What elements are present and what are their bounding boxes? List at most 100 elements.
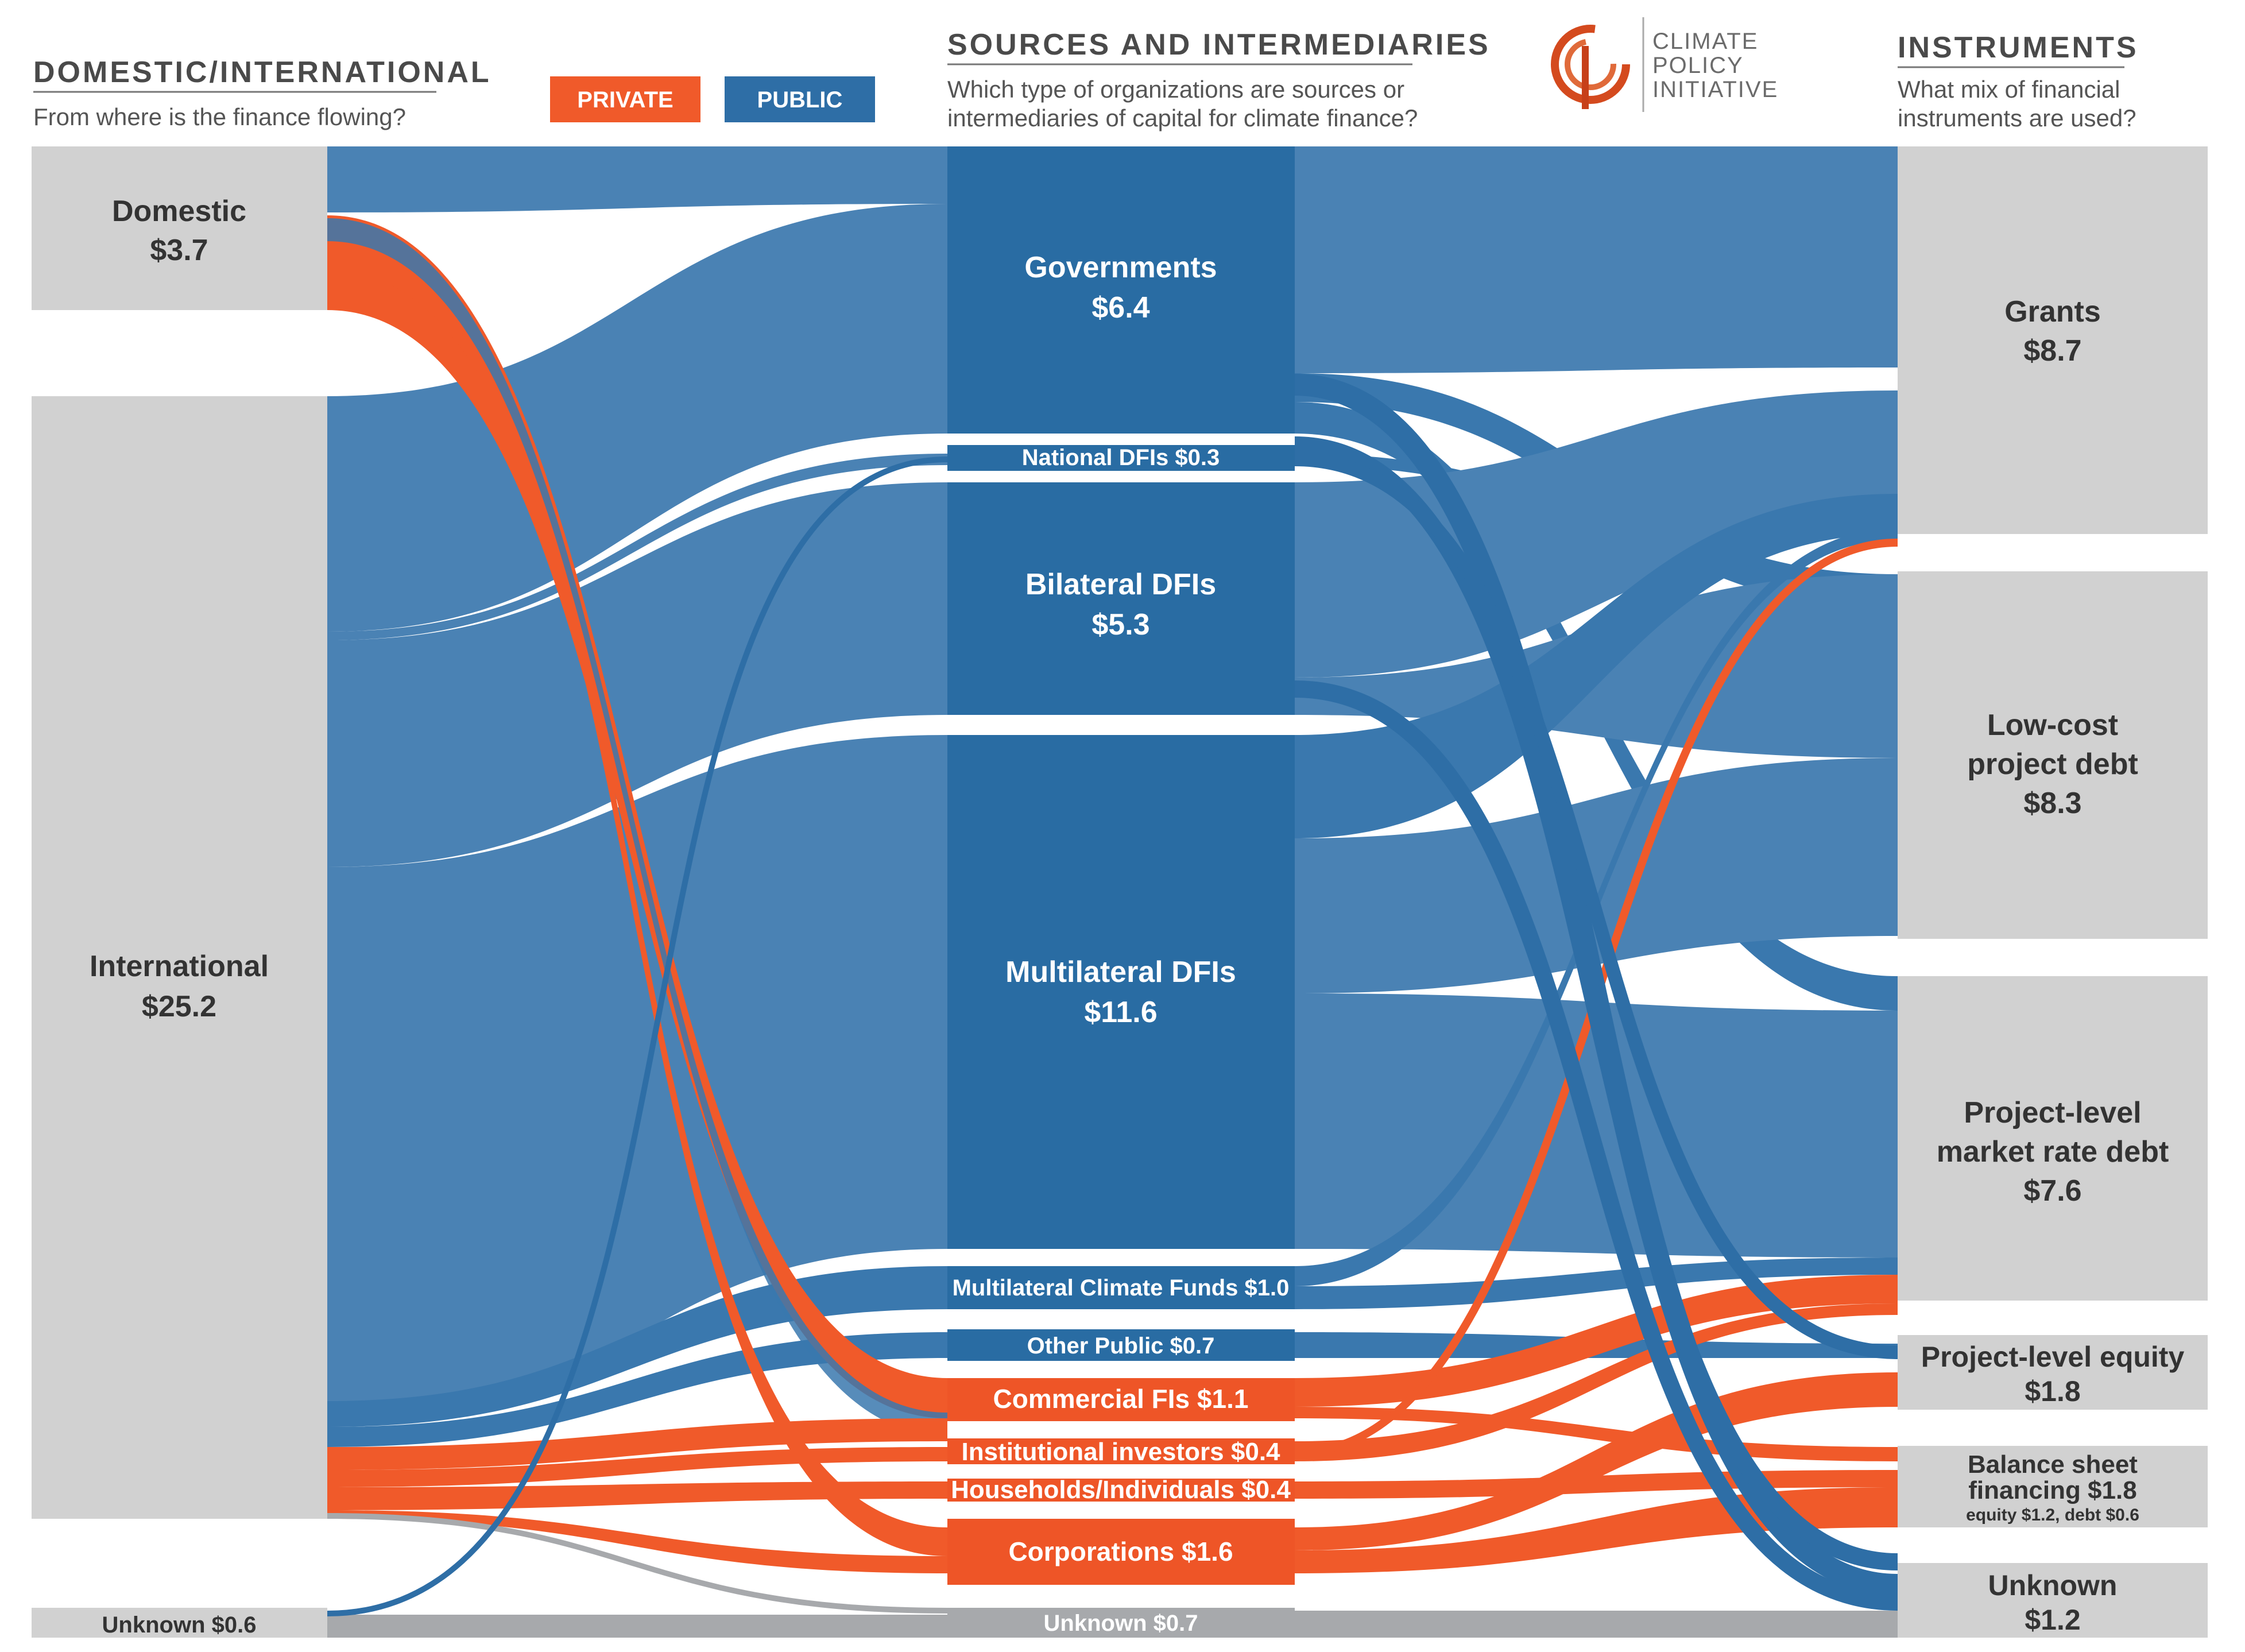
- node-grants: [1898, 146, 2208, 534]
- node-institutional-investors: [947, 1438, 1295, 1464]
- flow-unknown-national-dfis: [327, 456, 948, 1616]
- node-instrument-unknown-name: Unknown: [1988, 1569, 2118, 1601]
- node-governments-name: Governments: [1024, 251, 1217, 284]
- node-market-line1: Project-level: [1964, 1096, 2141, 1129]
- flow-domestic-commercial-fis: [327, 215, 947, 1418]
- flow-multilateral-grants: [1295, 494, 1898, 838]
- node-governments-value: $6.4: [1091, 291, 1149, 324]
- legend-private-label: PRIVATE: [577, 87, 673, 113]
- intermediary-nodes: Governments $6.4 National DFIs $0.3 Bila…: [947, 146, 1295, 1638]
- node-corporations-label: Corporations $1.6: [1008, 1537, 1233, 1566]
- node-commercial-fis: [947, 1378, 1295, 1421]
- node-other-public-label: Other Public $0.7: [1027, 1333, 1215, 1359]
- flow-multilateral-lowcost: [1295, 758, 1898, 993]
- header-col2: SOURCES AND INTERMEDIARIES Which type of…: [947, 28, 1491, 131]
- node-equity-name: Project-level equity: [1921, 1341, 2185, 1373]
- node-intermediary-unknown-label: Unknown $0.7: [1044, 1611, 1198, 1636]
- node-bilateral-dfis: [947, 482, 1295, 715]
- node-equity: [1898, 1335, 2208, 1410]
- node-bilateral-dfis-name: Bilateral DFIs: [1025, 568, 1216, 601]
- node-lowcost-line2: project debt: [1967, 748, 2138, 781]
- node-intermediary-unknown: [947, 1608, 1295, 1638]
- node-national-dfis-label: National DFIs $0.3: [1022, 445, 1220, 470]
- node-lowcost-value: $8.3: [2023, 787, 2081, 820]
- instrument-nodes: Grants $8.7 Low-cost project debt $8.3 P…: [1898, 146, 2208, 1638]
- node-mcf-label: Multilateral Climate Funds $1.0: [953, 1275, 1290, 1301]
- flow-intl-institutional: [327, 1447, 947, 1487]
- flow-unknown-instrument-unknown: [1295, 1611, 1898, 1638]
- col2-title: SOURCES AND INTERMEDIARIES: [947, 28, 1491, 61]
- flows-intermediary-to-instrument: [1294, 146, 1898, 1638]
- node-lowcost-debt: [1898, 571, 2208, 939]
- col3-subtitle-line2: instruments are used?: [1898, 105, 2136, 131]
- node-multilateral-dfis: [947, 735, 1295, 1249]
- node-multilateral-dfis-name: Multilateral DFIs: [1005, 955, 1236, 989]
- legend-private-swatch: [550, 76, 700, 122]
- flow-intl-national-dfis: [327, 454, 947, 640]
- legend-public-swatch: [725, 76, 875, 122]
- flow-unknown-unknown: [327, 1615, 947, 1638]
- node-balance-line2: financing $1.8: [1968, 1476, 2136, 1504]
- node-grants-name: Grants: [2004, 295, 2101, 328]
- header-col1: DOMESTIC/INTERNATIONAL From where is the…: [33, 56, 491, 130]
- legend: PRIVATE PUBLIC: [550, 76, 875, 122]
- node-domestic: [32, 146, 327, 310]
- node-grants-value: $8.7: [2023, 334, 2081, 367]
- flow-intl-governments: [327, 204, 947, 632]
- flow-commercial-balance: [1295, 1407, 1898, 1461]
- node-multilateral-climate-funds: [947, 1266, 1295, 1309]
- node-institutional-label: Institutional investors $0.4: [961, 1438, 1280, 1466]
- node-households: [947, 1479, 1295, 1502]
- flows-origin-to-intermediary: [327, 146, 948, 1638]
- col3-title: INSTRUMENTS: [1898, 31, 2139, 64]
- flow-bilateral-grants: [1295, 390, 1898, 678]
- node-instrument-unknown-value: $1.2: [2025, 1604, 2080, 1636]
- node-international: [32, 396, 327, 1519]
- flow-intl-corporations: [327, 1510, 947, 1573]
- node-corporations: [947, 1519, 1295, 1585]
- col1-subtitle: From where is the finance flowing?: [33, 103, 406, 130]
- node-bilateral-dfis-value: $5.3: [1091, 608, 1149, 641]
- cpi-logo-icon: [1551, 25, 1630, 109]
- flow-commercial-market: [1295, 1275, 1898, 1407]
- flow-corporations-balance: [1295, 1487, 1898, 1573]
- flow-governments-grants: [1295, 146, 1898, 373]
- node-balance-line3: equity $1.2, debt $0.6: [1966, 1506, 2139, 1525]
- node-instrument-unknown: [1898, 1563, 2208, 1638]
- node-origin-unknown-label: Unknown $0.6: [102, 1612, 257, 1638]
- cpi-logo: CLIMATE POLICY INITIATIVE: [1551, 17, 1777, 112]
- node-domestic-name: Domestic: [112, 195, 246, 228]
- node-national-dfis: [947, 445, 1295, 471]
- node-international-value: $25.2: [142, 990, 216, 1023]
- node-domestic-value: $3.7: [150, 234, 208, 267]
- origin-nodes: Domestic $3.7 International $25.2 Unknow…: [32, 146, 327, 1638]
- flow-domestic-governments: [327, 146, 947, 212]
- node-market-line2: market rate debt: [1937, 1135, 2169, 1169]
- flow-institutional-market: [1295, 1303, 1898, 1461]
- node-commercial-fis-label: Commercial FIs $1.1: [993, 1384, 1249, 1414]
- node-households-label: Households/Individuals $0.4: [951, 1476, 1291, 1504]
- col1-title: DOMESTIC/INTERNATIONAL: [33, 56, 491, 89]
- node-market-value: $7.6: [2023, 1174, 2081, 1208]
- flow-intl-multilateral-dfis: [327, 735, 947, 1427]
- col3-subtitle-line1: What mix of financial: [1898, 76, 2120, 103]
- col2-subtitle-line2: intermediaries of capital for climate fi…: [947, 105, 1418, 131]
- node-balance-line1: Balance sheet: [1968, 1450, 2138, 1479]
- node-multilateral-dfis-value: $11.6: [1084, 996, 1157, 1029]
- header-col3: INSTRUMENTS What mix of financial instru…: [1898, 31, 2139, 131]
- flow-intl-bilateral-dfis: [327, 482, 947, 867]
- node-balance-sheet: [1898, 1446, 2208, 1527]
- cpi-logo-line2: POLICY: [1652, 53, 1744, 78]
- node-international-name: International: [90, 950, 269, 983]
- node-equity-value: $1.8: [2025, 1375, 2080, 1407]
- cpi-logo-line1: CLIMATE: [1652, 29, 1758, 54]
- flow-bilateral-unknown: [1294, 680, 1898, 1611]
- col2-subtitle-line1: Which type of organizations are sources …: [947, 76, 1404, 103]
- node-other-public: [947, 1329, 1295, 1361]
- node-market-debt: [1898, 976, 2208, 1301]
- node-lowcost-line1: Low-cost: [1987, 709, 2118, 742]
- flow-corporations-equity: [1295, 1372, 1898, 1550]
- flow-intl-unknown: [327, 1513, 947, 1614]
- flow-intl-households: [327, 1481, 947, 1510]
